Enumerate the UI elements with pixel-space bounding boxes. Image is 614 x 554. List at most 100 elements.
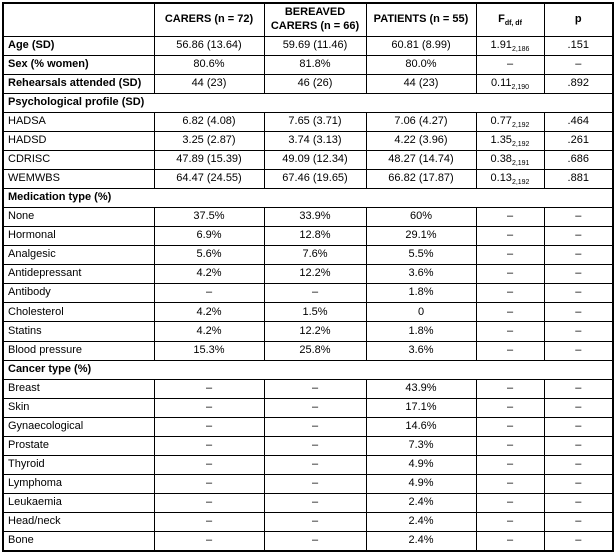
table-row: Gynaecological – –14.6% – – [2,416,614,437]
f-statistic-cell: – [475,378,545,399]
table-row: Antibody – –1.8% – – [2,283,614,304]
table-row: Cholesterol 4.2% 1.5% 0 – – [2,302,614,323]
bereaved-carers-value-cell: 49.09 (12.34) [263,149,367,170]
table-row: Thyroid – –4.9% – – [2,454,614,475]
col-header-p-value: p [543,2,614,37]
row-label: Thyroid [2,454,155,475]
f-statistic-value: – [506,381,514,394]
bereaved-carers-value-cell: 33.9% [263,207,367,228]
patients-value-cell: 29.1% [365,226,477,247]
carers-value-cell: – [153,435,265,456]
row-label: Analgesic [2,245,155,266]
bereaved-carers-value-cell: 12.2% [263,321,367,342]
f-statistic-value: – [506,438,514,451]
bereaved-carers-value-cell: 12.8% [263,226,367,247]
patients-value-cell: 4.9% [365,473,477,495]
carers-value-cell: – [153,454,265,475]
bereaved-carers-value-cell: 25.8% [263,340,367,361]
p-value-cell: – [543,378,614,399]
p-value-cell: – [543,435,614,456]
patients-value-cell: 66.82 (17.87) [365,168,477,190]
carers-value-cell: – [153,473,265,495]
row-label: HADSD [2,130,155,151]
row-label: Age (SD) [2,35,155,56]
table-row: Leukaemia – –2.4% – – [2,492,614,514]
bereaved-carers-value-cell: 7.6% [263,245,367,266]
table-row: Rehearsals attended (SD) 44 (23) 46 (26) 44… [2,73,614,94]
table-row: Skin – –17.1% – – [2,397,614,418]
bereaved-carers-value-cell: 67.46 (19.65) [263,168,367,190]
table-row: Head/neck – –2.4% – – [2,512,614,533]
section-label: Medication type (%) [2,187,614,209]
row-label: Cholesterol [2,302,155,323]
carers-value-cell: – [153,397,265,418]
patients-value-cell: 60.81 (8.99) [365,35,477,56]
f-statistic-cell: – [475,207,545,228]
bereaved-carers-value-cell: 1.5% [263,302,367,323]
row-label: Hormonal [2,226,155,247]
p-value-cell: – [543,397,614,418]
patients-value-cell: 44 (23) [365,73,477,94]
f-degrees-of-freedom: 2,192 [511,122,530,130]
table-row: Sex (% women) 80.6% 81.8% 80.0% – – [2,54,614,75]
f-statistic-value: – [506,324,514,337]
f-statistic-cell: – [475,416,545,437]
f-statistic-value: – [506,210,514,223]
carers-value-cell: 4.2% [153,321,265,342]
carers-value-cell: – [153,378,265,399]
p-value-cell: .464 [543,111,614,132]
patients-value-cell: 17.1% [365,397,477,418]
f-statistic-cell: – [475,473,545,495]
table-row: Prostate – –7.3% – – [2,435,614,456]
patients-value-cell: 7.06 (4.27) [365,111,477,132]
table-row: Breast – –43.9% – – [2,378,614,399]
f-statistic-cell: – [475,397,545,418]
f-statistic-cell: 0.132,192 [475,168,545,190]
section-row: Cancer type (%) [2,359,614,380]
carers-value-cell: – [153,531,265,552]
carers-value-cell: 6.9% [153,226,265,247]
f-statistic-value: 1.35 [490,133,512,146]
patients-value-cell: 3.6% [365,340,477,361]
section-row: Psychological profile (SD) [2,92,614,113]
row-label: Blood pressure [2,340,155,361]
carers-value-cell: 3.25 (2.87) [153,130,265,151]
p-value-cell: – [543,473,614,495]
carers-value-cell: 4.2% [153,302,265,323]
row-label: Antibody [2,283,155,304]
patients-value-cell: 0 [365,302,477,323]
table-row: None 37.5% 33.9% 60% – – [2,207,614,228]
f-statistic-cell: – [475,302,545,323]
f-statistic-cell: – [475,283,545,304]
carers-value-cell: – [153,512,265,533]
f-statistic-cell: 1.912,186 [475,35,545,56]
f-statistic-value: – [506,458,514,471]
row-label: WEMWBS [2,168,155,190]
section-label: Cancer type (%) [2,359,614,380]
bereaved-carers-value-cell: 59.69 (11.46) [263,35,367,56]
carers-value-cell: 80.6% [153,54,265,75]
table-row: Analgesic 5.6% 7.6% 5.5% – – [2,245,614,266]
f-statistic-value: – [506,515,514,528]
table-row: Hormonal 6.9% 12.8% 29.1% – – [2,226,614,247]
p-value-cell: .151 [543,35,614,56]
p-value-cell: – [543,416,614,437]
p-value-cell: – [543,264,614,285]
f-statistic-value: – [506,477,514,490]
f-statistic-cell: – [475,512,545,533]
patients-value-cell: 2.4% [365,531,477,552]
col-header-carers: CARERS (n = 72) [153,2,265,37]
f-degrees-of-freedom: 2,186 [511,45,530,53]
bereaved-carers-value-cell: – [263,378,367,399]
f-statistic-cell: – [475,435,545,456]
f-statistic-cell: 0.112,190 [475,73,545,94]
p-value-cell: – [543,207,614,228]
row-label: Leukaemia [2,492,155,514]
f-statistic-value: – [506,248,514,261]
bereaved-carers-value-cell: – [263,473,367,495]
col-header-patients: PATIENTS (n = 55) [365,2,477,37]
bereaved-carers-value-cell: 3.74 (3.13) [263,130,367,151]
f-statistic-value: – [506,57,514,70]
